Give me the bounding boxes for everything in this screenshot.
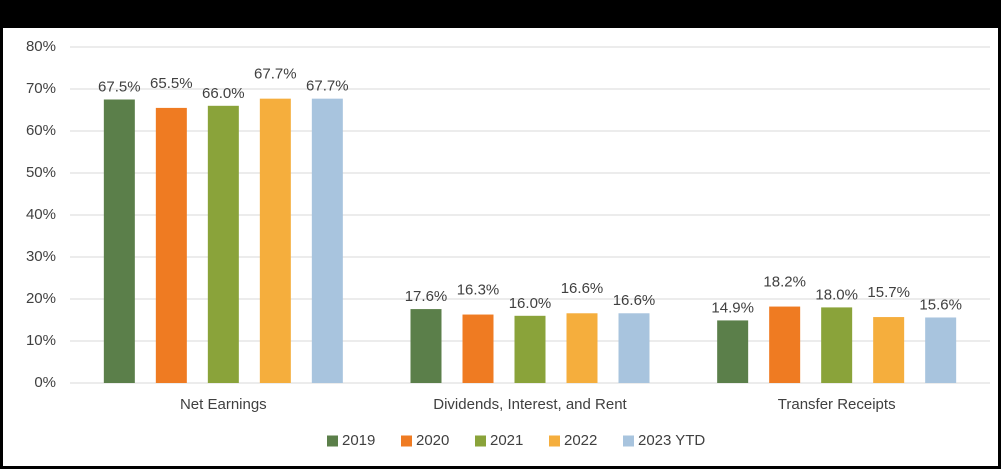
x-tick-label: Net Earnings: [180, 396, 267, 413]
value-label: 67.7%: [254, 66, 297, 83]
bar: [769, 306, 801, 383]
x-tick-label: Transfer Receipts: [778, 396, 896, 413]
y-tick-label: 30%: [26, 248, 56, 265]
value-label: 18.2%: [763, 274, 806, 291]
value-label: 15.6%: [919, 296, 962, 313]
bar: [410, 309, 442, 383]
bar: [462, 314, 494, 383]
x-tick-label: Dividends, Interest, and Rent: [433, 396, 627, 413]
bar: [155, 107, 187, 384]
y-tick-label: 20%: [26, 290, 56, 307]
top-bar: [0, 0, 1001, 28]
value-label: 18.0%: [815, 286, 858, 303]
value-label: 67.5%: [98, 78, 141, 95]
bar: [566, 313, 598, 383]
y-tick-label: 10%: [26, 332, 56, 349]
legend-label: 2019: [342, 432, 375, 449]
y-tick-label: 70%: [26, 80, 56, 97]
value-label: 16.0%: [509, 295, 552, 312]
bar: [618, 313, 650, 383]
value-label: 17.6%: [405, 288, 448, 305]
y-tick-label: 40%: [26, 206, 56, 223]
legend-swatch: [401, 435, 412, 447]
value-label: 67.7%: [306, 78, 349, 95]
bar: [514, 315, 546, 383]
y-tick-label: 50%: [26, 164, 56, 181]
value-label: 16.3%: [457, 282, 500, 299]
y-tick-label: 0%: [34, 374, 56, 391]
bar: [873, 317, 905, 383]
legend-swatch: [327, 435, 338, 447]
legend-label: 2023 YTD: [638, 432, 705, 449]
bar: [821, 307, 853, 383]
bar: [207, 105, 239, 384]
value-label: 65.5%: [150, 75, 193, 92]
y-tick-label: 80%: [26, 38, 56, 55]
value-label: 16.6%: [613, 292, 656, 309]
value-label: 16.6%: [561, 280, 604, 297]
value-label: 15.7%: [867, 284, 910, 301]
value-label: 14.9%: [711, 299, 754, 316]
legend-swatch: [549, 435, 560, 447]
y-tick-label: 60%: [26, 122, 56, 139]
value-label: 66.0%: [202, 85, 245, 102]
legend-label: 2021: [490, 432, 523, 449]
legend-swatch: [623, 435, 634, 447]
legend-swatch: [475, 435, 486, 447]
bar: [103, 99, 135, 383]
bar: [717, 320, 749, 383]
bar: [259, 98, 291, 383]
legend-label: 2022: [564, 432, 597, 449]
bar: [311, 98, 343, 383]
bar: [925, 317, 957, 383]
legend-label: 2020: [416, 432, 449, 449]
